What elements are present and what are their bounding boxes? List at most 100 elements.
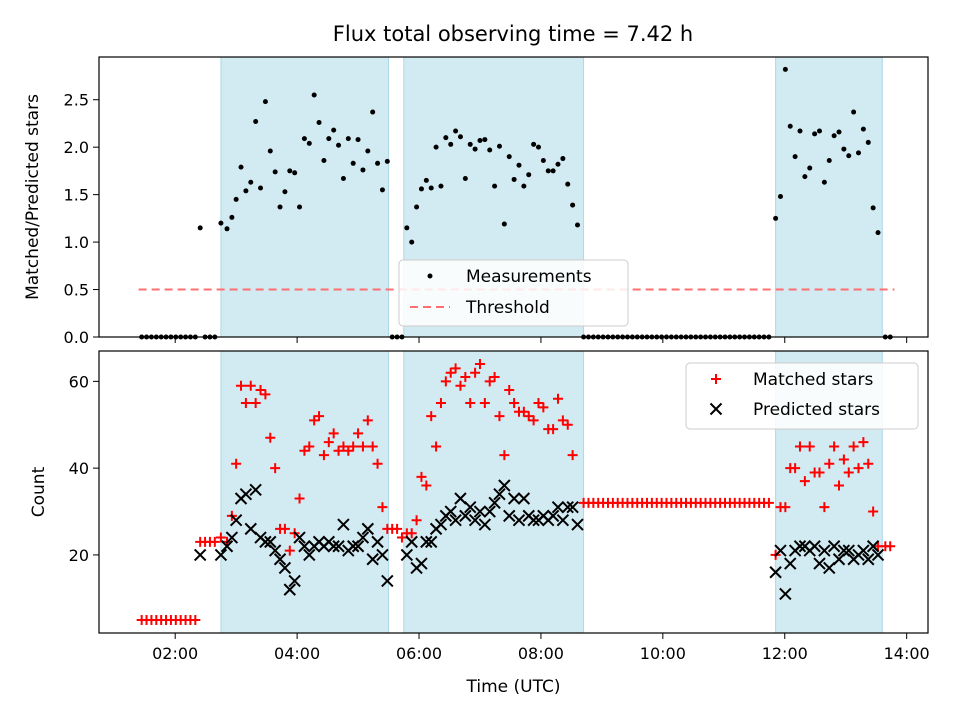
matched-star-point — [489, 372, 500, 383]
x-tick-label: 08:00 — [518, 644, 564, 663]
measurement-point — [865, 139, 871, 145]
top-y-tick-label: 1.0 — [64, 233, 89, 252]
matched-star-point — [528, 415, 539, 426]
predicted-star-point — [556, 513, 570, 527]
measurement-point — [457, 134, 463, 140]
top-y-tick-label: 0.0 — [64, 328, 89, 347]
matched-star-point — [450, 363, 461, 374]
predicted-star-point — [220, 540, 234, 553]
measurement-point — [467, 141, 473, 147]
predicted-star-point — [517, 492, 531, 505]
measurement-point — [253, 119, 259, 125]
matched-star-point — [474, 359, 485, 370]
measurement-point — [409, 239, 415, 245]
bottom-y-tick-label: 40 — [69, 459, 89, 478]
matched-star-point — [318, 450, 329, 461]
matched-star-point — [455, 380, 466, 391]
matched-star-point — [484, 376, 495, 387]
predicted-star-point — [774, 544, 787, 557]
top-y-tick-label: 1.5 — [64, 186, 89, 205]
predicted-star-point — [459, 509, 472, 523]
predicted-star-point — [857, 544, 870, 557]
predicted-star-point — [793, 540, 807, 553]
measurement-point — [248, 179, 254, 185]
predicted-star-point — [866, 540, 880, 553]
measurement-point — [340, 175, 346, 181]
measurement-point — [570, 202, 576, 208]
predicted-star-point — [400, 548, 414, 562]
predicted-star-point — [507, 492, 521, 505]
measurement-point — [433, 144, 439, 150]
matched-star-point — [557, 415, 568, 426]
bottom-panel: 20 40 60 02:00 04:00 06:00 08:00 10:00 12:00 14:… — [29, 350, 930, 697]
measurement-point — [462, 175, 468, 181]
measurement-point — [404, 225, 410, 231]
predicted-star-point — [473, 505, 487, 518]
matched-star-point — [328, 428, 339, 439]
measurement-point — [350, 160, 356, 166]
matched-star-point — [294, 493, 305, 504]
x-tick-label: 14:00 — [884, 644, 930, 663]
predicted-star-point — [405, 535, 418, 549]
measurement-point — [384, 158, 390, 164]
matched-star-point — [426, 411, 437, 422]
matched-star-point — [562, 419, 573, 430]
predicted-star-point — [264, 535, 277, 549]
matched-star-point — [814, 467, 825, 478]
measurement-point — [370, 109, 376, 115]
matched-star-point — [421, 480, 432, 491]
matched-star-point — [804, 441, 815, 452]
measurement-point — [453, 128, 459, 134]
measurement-point — [414, 204, 420, 210]
predicted-star-point — [779, 587, 792, 601]
top-legend: Measurements Threshold — [398, 259, 629, 327]
matched-star-point — [209, 536, 220, 547]
measurement-point — [345, 136, 351, 142]
predicted-star-point — [361, 522, 375, 536]
measurement-point — [365, 148, 371, 154]
measurement-point — [531, 141, 537, 147]
measurement-point — [355, 137, 361, 143]
matched-star-point — [240, 398, 251, 409]
matched-star-point — [314, 411, 325, 422]
legend-threshold-label: Threshold — [465, 298, 550, 318]
measurement-point — [360, 167, 366, 173]
x-tick-label: 04:00 — [274, 644, 320, 663]
predicted-star-point — [415, 557, 428, 570]
top-y-tick-label: 2.5 — [64, 91, 89, 110]
matched-star-point — [372, 458, 383, 469]
bottom-shaded-band — [403, 350, 585, 634]
predicted-star-point — [444, 505, 457, 518]
matched-star-point — [343, 445, 354, 456]
matched-star-point — [309, 415, 320, 426]
predicted-star-point — [527, 513, 540, 527]
matched-star-point — [567, 450, 578, 461]
measurement-point — [856, 150, 862, 156]
predicted-star-point — [356, 531, 370, 544]
measurement-point — [423, 177, 429, 183]
measurement-point — [297, 204, 303, 210]
measurement-point — [501, 221, 507, 227]
matched-star-point — [348, 441, 359, 452]
measurement-point — [197, 225, 203, 231]
predicted-star-point — [337, 518, 350, 531]
bottom-legend-box — [685, 362, 919, 430]
matched-star-point — [333, 445, 344, 456]
predicted-star-point — [871, 548, 885, 562]
matched-star-point — [396, 532, 407, 543]
matched-star-point — [299, 445, 310, 456]
measurement-point — [575, 222, 581, 228]
measurement-point — [851, 109, 857, 115]
matched-star-point — [304, 441, 315, 452]
matched-star-point — [838, 454, 849, 465]
predicted-star-point — [371, 535, 384, 549]
matched-star-point — [284, 545, 295, 556]
matched-star-point — [799, 476, 810, 487]
top-y-tick-label: 0.5 — [64, 281, 89, 300]
measurement-point — [306, 140, 312, 146]
measurement-point — [428, 185, 434, 191]
x-tick-label: 12:00 — [762, 644, 808, 663]
predicted-star-point — [449, 513, 462, 527]
measurement-point — [233, 196, 239, 202]
measurement-point — [545, 168, 551, 174]
